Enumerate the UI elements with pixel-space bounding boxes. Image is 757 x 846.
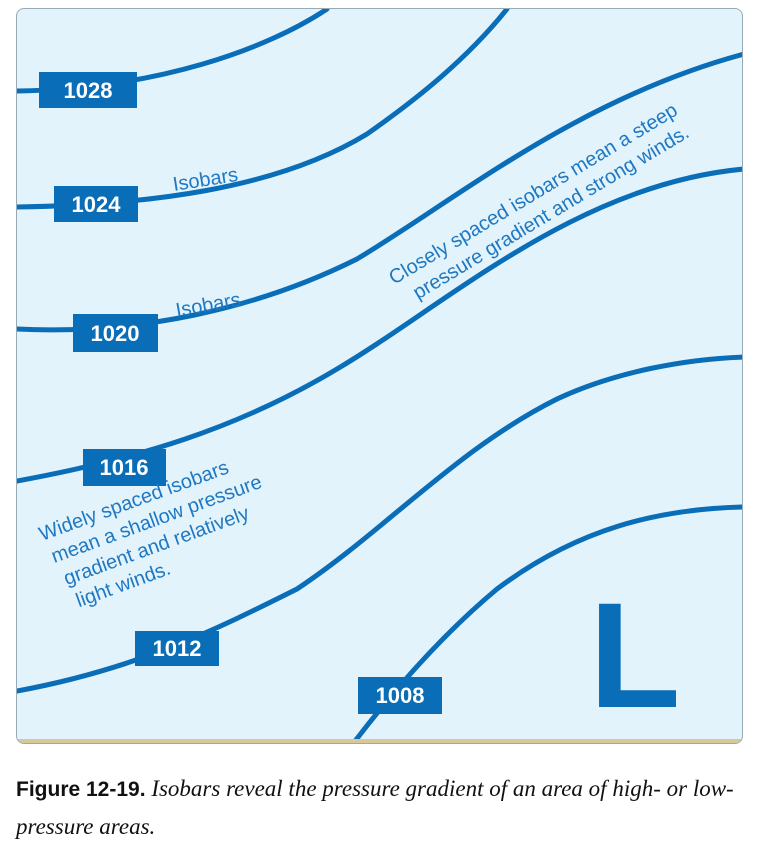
pressure-value-1028: 1028	[64, 78, 113, 103]
steep-gradient-note: Closely spaced isobars mean a steep pres…	[385, 99, 693, 304]
caption-text: Isobars reveal the pressure gradient of …	[16, 776, 734, 839]
pressure-value-1016: 1016	[100, 455, 149, 480]
pressure-label-1012: 1012	[135, 631, 219, 666]
pressure-value-1020: 1020	[91, 321, 140, 346]
low-pressure-symbol: L	[589, 571, 681, 739]
steep-note-line-2: pressure gradient and strong winds.	[409, 121, 693, 304]
isobars-label-lower: Isobars	[174, 289, 242, 322]
pressure-value-1024: 1024	[72, 192, 122, 217]
pressure-value-1008: 1008	[376, 683, 425, 708]
pressure-label-1008: 1008	[358, 677, 442, 714]
isobar-diagram-panel: 1028 1024 1020 1016 1012 1008 Isobars Is…	[16, 8, 743, 744]
pressure-label-1024: 1024	[54, 186, 138, 222]
pressure-label-1016: 1016	[83, 449, 166, 486]
pressure-label-1020: 1020	[73, 314, 158, 352]
figure-number: Figure 12-19.	[16, 778, 146, 801]
figure-caption: Figure 12-19. Isobars reveal the pressur…	[16, 770, 746, 845]
pressure-label-1028: 1028	[39, 72, 137, 108]
pressure-value-1012: 1012	[153, 636, 202, 661]
isobar-map: 1028 1024 1020 1016 1012 1008 Isobars Is…	[17, 9, 742, 743]
